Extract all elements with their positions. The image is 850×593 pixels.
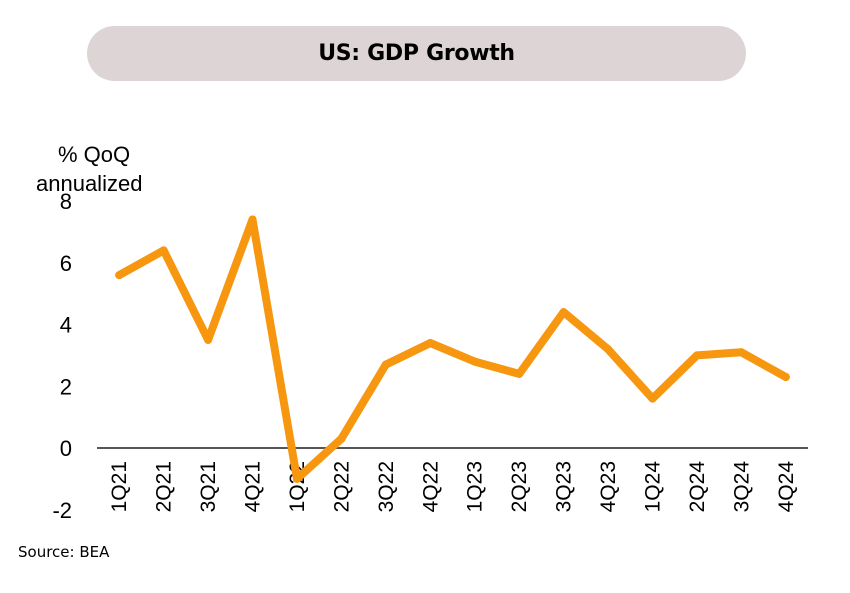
data-point-3q23 bbox=[559, 308, 568, 317]
data-point-4q22 bbox=[426, 339, 435, 348]
x-axis-ticks: 1Q21 2Q21 3Q21 4Q21 1Q22 2Q22 3Q22 4Q22 1Q23 2Q23… bbox=[108, 461, 798, 513]
data-point-4q24 bbox=[781, 372, 790, 381]
x-tick-label: 2Q21 bbox=[153, 461, 176, 512]
y-tick-label: 6 bbox=[60, 251, 72, 276]
series-line-gdp-growth bbox=[115, 215, 790, 483]
data-point-1q22 bbox=[292, 474, 301, 483]
data-point-1q21 bbox=[115, 271, 124, 280]
x-tick-label: 3Q22 bbox=[375, 461, 398, 512]
data-point-2q22 bbox=[337, 434, 346, 443]
x-tick-label: 3Q23 bbox=[553, 461, 576, 512]
x-tick-label: 4Q23 bbox=[597, 461, 620, 512]
y-tick-label: 4 bbox=[60, 313, 72, 338]
y-tick-label: 8 bbox=[60, 189, 72, 214]
data-points bbox=[115, 215, 790, 483]
y-axis-unit-line-2: annualized bbox=[36, 171, 143, 196]
x-tick-label: 4Q22 bbox=[419, 461, 442, 512]
x-tick-label: 3Q24 bbox=[730, 461, 753, 513]
data-point-3q22 bbox=[381, 360, 390, 369]
chart-title-banner: US: GDP Growth bbox=[87, 26, 746, 81]
y-axis-unit-label: % QoQ annualized bbox=[36, 140, 166, 198]
source-note: Source: BEA bbox=[18, 543, 110, 561]
y-axis-unit-line-1: % QoQ bbox=[58, 142, 131, 167]
y-tick-label: -2 bbox=[52, 498, 72, 523]
y-tick-label: 2 bbox=[60, 374, 72, 399]
x-tick-label: 1Q23 bbox=[464, 461, 487, 512]
data-point-3q21 bbox=[204, 335, 213, 344]
data-point-2q21 bbox=[159, 246, 168, 255]
x-tick-label: 1Q24 bbox=[641, 461, 664, 513]
data-point-3q24 bbox=[737, 348, 746, 357]
data-point-1q24 bbox=[648, 394, 657, 403]
x-tick-label: 2Q22 bbox=[330, 461, 353, 512]
data-point-2q23 bbox=[515, 369, 524, 378]
y-tick-label: 0 bbox=[60, 436, 72, 461]
x-tick-label: 1Q21 bbox=[108, 461, 131, 512]
data-point-4q23 bbox=[604, 345, 613, 354]
data-point-1q23 bbox=[470, 357, 479, 366]
x-tick-label: 4Q21 bbox=[242, 461, 265, 512]
x-tick-label: 2Q24 bbox=[686, 461, 709, 513]
chart-title: US: GDP Growth bbox=[318, 41, 515, 66]
x-tick-label: 2Q23 bbox=[508, 461, 531, 512]
y-axis-ticks: -2 0 2 4 6 8 bbox=[52, 189, 72, 523]
x-tick-label: 4Q24 bbox=[775, 461, 798, 513]
data-point-4q21 bbox=[248, 215, 257, 224]
data-point-2q24 bbox=[692, 351, 701, 360]
x-tick-label: 3Q21 bbox=[197, 461, 220, 512]
